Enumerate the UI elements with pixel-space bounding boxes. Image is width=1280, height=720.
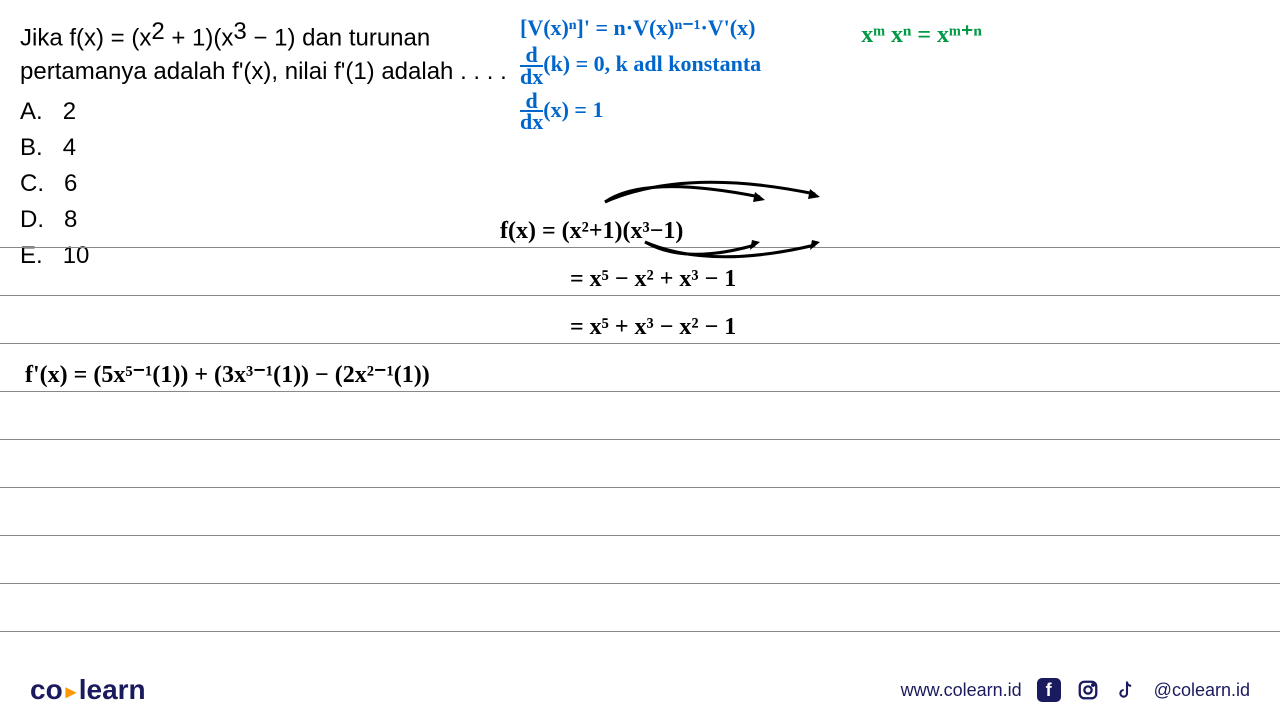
- ruled-line-3: = x⁵ + x³ − x² − 1: [0, 296, 1280, 344]
- option-b-value: 4: [63, 130, 76, 166]
- footer: co▸learn www.colearn.id f @colearn.id: [0, 660, 1280, 720]
- question-line2: pertamanya adalah f'(x), nilai f'(1) ada…: [20, 58, 507, 85]
- question-sup2: 3: [233, 18, 246, 45]
- option-a-value: 2: [63, 94, 76, 130]
- ruled-area: f(x) = (x²+1)(x³−1) = x⁵ − x² + x³ − 1 =…: [0, 200, 1280, 650]
- option-c-value: 6: [64, 166, 77, 202]
- question-sup1: 2: [151, 18, 164, 45]
- question-part3: − 1) dan turunan: [247, 24, 430, 51]
- exponent-rule: xᵐ xⁿ = xᵐ⁺ⁿ: [861, 20, 982, 49]
- option-b-label: B.: [20, 130, 43, 166]
- ruled-line-6: [0, 440, 1280, 488]
- question-part2: + 1)(x: [165, 24, 234, 51]
- ruled-line-8: [0, 536, 1280, 584]
- ruled-line-4: f'(x) = (5x⁵⁻¹(1)) + (3x³⁻¹(1)) − (2x²⁻¹…: [0, 344, 1280, 392]
- facebook-icon: f: [1037, 678, 1061, 702]
- logo-co: co: [30, 674, 63, 705]
- tiktok-icon: [1115, 678, 1139, 702]
- footer-right: www.colearn.id f @colearn.id: [901, 678, 1250, 702]
- rules-block: [V(x)ⁿ]' = n·V(x)ⁿ⁻¹·V'(x) ddx(k) = 0, k…: [520, 15, 761, 134]
- option-b: B. 4: [20, 130, 510, 166]
- work-fx-line3: = x⁵ + x³ − x² − 1: [570, 314, 736, 341]
- logo-dot-icon: ▸: [63, 681, 79, 703]
- footer-url: www.colearn.id: [901, 680, 1022, 701]
- ruled-line-9: [0, 584, 1280, 632]
- work-fx-line2: = x⁵ − x² + x³ − 1: [570, 266, 736, 293]
- option-a-label: A.: [20, 94, 43, 130]
- constant-rule-text: (k) = 0, k adl konstanta: [543, 51, 761, 76]
- power-rule: [V(x)ⁿ]' = n·V(x)ⁿ⁻¹·V'(x): [520, 15, 761, 41]
- option-c: C. 6: [20, 166, 510, 202]
- ruled-line-2: = x⁵ − x² + x³ − 1: [0, 248, 1280, 296]
- logo: co▸learn: [30, 674, 146, 706]
- footer-handle: @colearn.id: [1154, 680, 1250, 701]
- ruled-line-7: [0, 488, 1280, 536]
- distribution-arrows-top: [585, 172, 835, 207]
- option-a: A. 2: [20, 94, 510, 130]
- identity-rule-text: (x) = 1: [543, 96, 603, 121]
- constant-rule-frac: ddx: [520, 45, 543, 87]
- identity-rule-frac: ddx: [520, 91, 543, 133]
- option-c-label: C.: [20, 166, 44, 202]
- question-text: Jika f(x) = (x2 + 1)(x3 − 1) dan turunan…: [20, 15, 510, 89]
- logo-learn: learn: [79, 674, 146, 705]
- question-part1: Jika f(x) = (x: [20, 24, 151, 51]
- work-fprime: f'(x) = (5x⁵⁻¹(1)) + (3x³⁻¹(1)) − (2x²⁻¹…: [25, 360, 430, 389]
- ruled-line-1: f(x) = (x²+1)(x³−1): [0, 200, 1280, 248]
- ruled-line-5: [0, 392, 1280, 440]
- instagram-icon: [1076, 678, 1100, 702]
